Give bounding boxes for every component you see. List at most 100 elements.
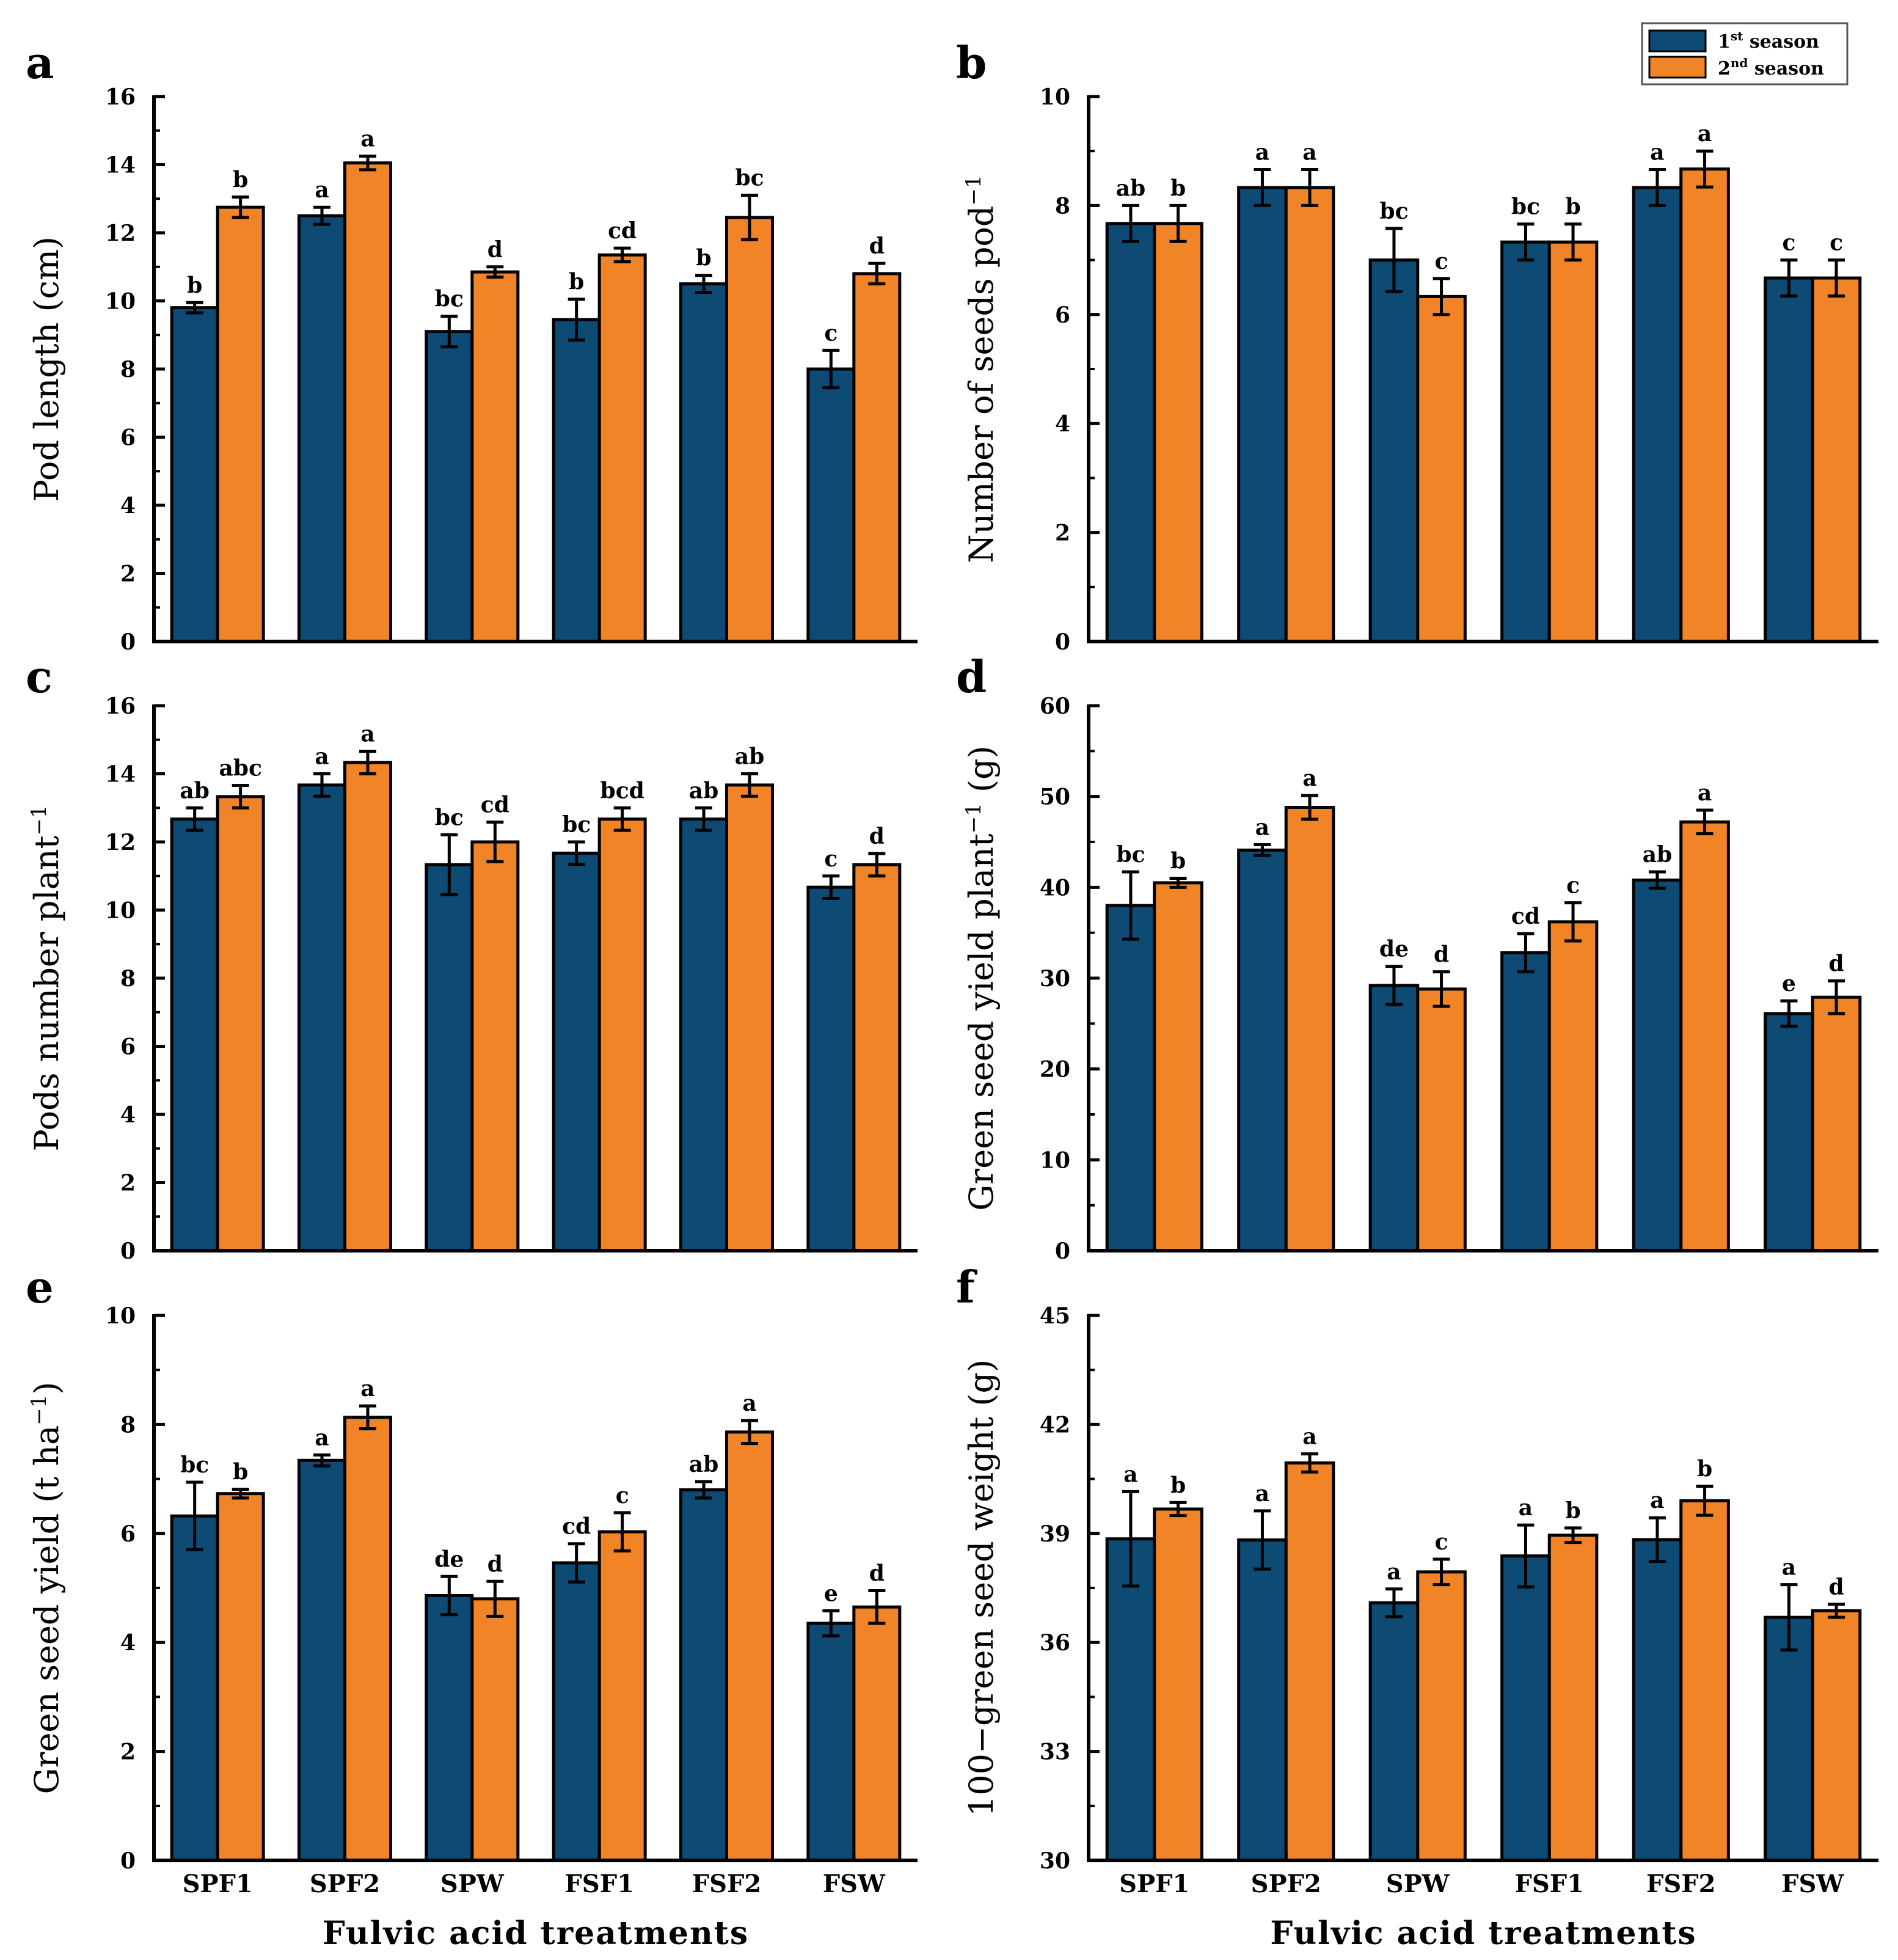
significance-label: a xyxy=(1302,140,1316,166)
panel-f: f 30 33 36 39 42 45 a b SPF1 a a SPF2 a c SPW a b FSF1 a b FS… xyxy=(956,1261,1878,1952)
bar-season1 xyxy=(552,851,601,1252)
significance-label: cd xyxy=(608,218,637,244)
y-axis-title: Pod length (cm) xyxy=(27,236,66,502)
significance-label: bc xyxy=(562,812,591,838)
significance-label: a xyxy=(315,744,329,770)
bar-season1 xyxy=(1500,951,1551,1252)
significance-label: c xyxy=(1782,230,1795,256)
y-axis-title-part: 100−green seed weight (g) xyxy=(962,1359,1001,1816)
y-tick-label: 0 xyxy=(120,1238,136,1264)
y-tick-label: 2 xyxy=(1055,521,1070,546)
bar-season1 xyxy=(1237,848,1288,1252)
x-axis-title: Fulvic acid treatments xyxy=(1270,1915,1696,1952)
significance-label: ab xyxy=(180,778,210,803)
significance-label: ab xyxy=(1643,842,1673,868)
x-tick-label: SPF2 xyxy=(1251,1870,1321,1898)
y-tick-label: 12 xyxy=(105,221,136,246)
y-axis-title-part: Green seed yield plant xyxy=(962,833,1001,1211)
significance-label: de xyxy=(1379,937,1409,962)
significance-label: de xyxy=(434,1546,464,1572)
bar-season1 xyxy=(1237,1538,1288,1862)
bar-season2 xyxy=(470,270,520,643)
significance-label: cd xyxy=(481,792,509,818)
y-axis-title: Green seed yield (t ha−1) xyxy=(27,1381,66,1794)
y-tick-label: 10 xyxy=(105,898,136,924)
y-tick-label: 14 xyxy=(105,762,136,788)
bar-season1 xyxy=(170,817,219,1252)
significance-label: b xyxy=(233,1460,248,1485)
legend-label-season2: 2nd season xyxy=(1718,56,1824,79)
y-tick-label: 14 xyxy=(105,153,136,178)
y-tick-label: 0 xyxy=(120,629,136,655)
bar-season1 xyxy=(806,367,856,643)
bar-season1 xyxy=(425,1593,474,1862)
significance-label: a xyxy=(360,722,374,747)
significance-label: b xyxy=(1565,1498,1580,1524)
x-axis-title: Fulvic acid treatments xyxy=(323,1915,749,1952)
y-axis-title-part: −1 xyxy=(27,1395,51,1425)
y-axis-title: Number of seeds pod−1 xyxy=(962,175,1001,563)
bar-season2 xyxy=(852,1605,902,1862)
y-tick-label: 39 xyxy=(1040,1521,1070,1547)
significance-label: a xyxy=(1650,1488,1664,1513)
bar-season1 xyxy=(806,885,856,1252)
legend: 1st season 2nd season xyxy=(1641,22,1849,86)
bar-season2 xyxy=(1284,806,1335,1252)
bar-season1 xyxy=(1368,984,1420,1252)
bar-season2 xyxy=(852,272,902,643)
y-axis-title: Green seed yield plant−1 (g) xyxy=(962,745,1001,1210)
y-tick-label: 36 xyxy=(1040,1630,1070,1656)
significance-label: a xyxy=(1255,814,1269,840)
bar-season2 xyxy=(597,1530,647,1862)
significance-label: d xyxy=(487,237,503,263)
y-axis-title-part: −1 xyxy=(27,805,51,835)
bar-season1 xyxy=(425,863,474,1252)
y-tick-label: 10 xyxy=(105,1303,136,1329)
significance-label: b xyxy=(187,272,202,298)
bar-season1 xyxy=(297,214,346,643)
bar-season2 xyxy=(725,1430,774,1862)
x-tick-label: FSW xyxy=(1781,1870,1844,1898)
significance-label: a xyxy=(1519,1495,1533,1521)
significance-label: a xyxy=(1302,1424,1316,1450)
significance-label: cd xyxy=(562,1514,591,1540)
significance-label: d xyxy=(487,1551,503,1577)
significance-label: c xyxy=(824,320,838,346)
bar-season1 xyxy=(1368,258,1420,643)
significance-label: a xyxy=(1255,140,1269,166)
y-tick-label: 4 xyxy=(120,1630,136,1656)
bar-season1 xyxy=(679,1488,728,1862)
significance-label: a xyxy=(1698,121,1712,147)
bar-season1 xyxy=(806,1622,856,1862)
significance-label: d xyxy=(1828,951,1844,976)
y-tick-label: 12 xyxy=(105,830,136,855)
y-axis-title: 100−green seed weight (g) xyxy=(962,1359,1001,1816)
bar-season1 xyxy=(1632,878,1683,1252)
significance-label: b xyxy=(233,167,248,192)
bar-season1 xyxy=(552,318,601,643)
significance-label: b xyxy=(1170,848,1186,874)
y-tick-label: 4 xyxy=(120,1102,136,1128)
significance-label: c xyxy=(824,846,838,872)
y-axis-title-part: Number of seeds pod xyxy=(962,206,1001,563)
x-tick-label: SPW xyxy=(1386,1870,1450,1898)
x-tick-label: FSF1 xyxy=(564,1870,634,1898)
bar-season1 xyxy=(679,282,728,643)
significance-label: a xyxy=(360,126,374,152)
bar-season1 xyxy=(1105,904,1156,1252)
bar-season1 xyxy=(1764,1615,1814,1862)
significance-label: e xyxy=(824,1581,838,1606)
significance-label: ab xyxy=(689,778,719,803)
panel-letter: c xyxy=(26,651,53,703)
significance-label: a xyxy=(742,1391,756,1416)
panel-letter: e xyxy=(26,1261,54,1313)
y-tick-label: 60 xyxy=(1040,693,1070,719)
bar-season2 xyxy=(725,783,774,1252)
y-tick-label: 2 xyxy=(120,1739,136,1765)
y-tick-label: 20 xyxy=(1040,1057,1070,1083)
y-tick-label: 10 xyxy=(1040,84,1070,110)
bar-season2 xyxy=(1416,987,1467,1252)
